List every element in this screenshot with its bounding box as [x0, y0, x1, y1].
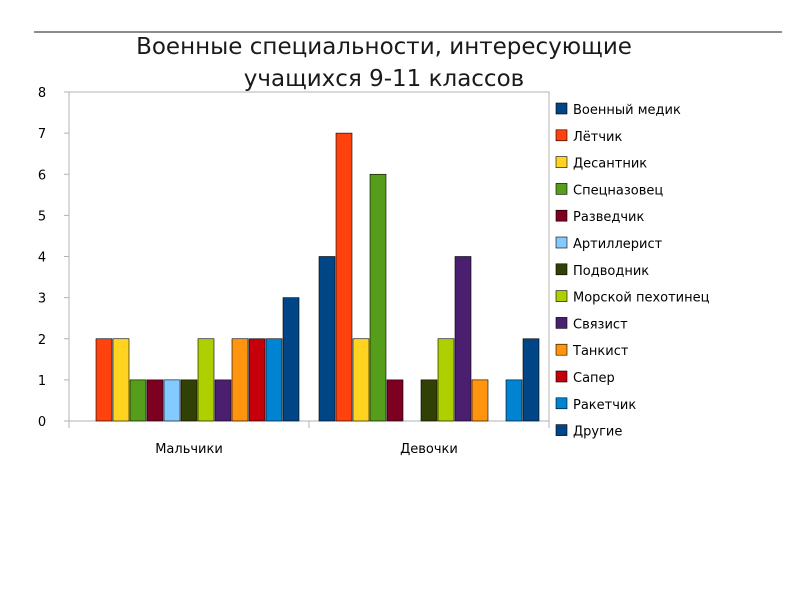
bar [163, 379, 181, 422]
bar [522, 338, 540, 422]
bar [386, 379, 404, 422]
legend-label: Военный медик [573, 103, 681, 118]
legend-label: Артиллерист [573, 237, 663, 252]
legend-swatch [555, 424, 568, 436]
bar [369, 173, 387, 422]
legend-swatch [555, 209, 568, 222]
legend-swatch [555, 317, 568, 329]
legend-swatch [555, 343, 568, 356]
bar [282, 297, 300, 422]
legend-swatch [555, 290, 568, 302]
legend-swatch [555, 102, 568, 115]
bar [437, 338, 455, 422]
legend-label: Десантник [573, 157, 647, 172]
bar [180, 379, 198, 422]
x-category-label: Девочки [400, 442, 458, 457]
y-tick-label: 7 [38, 127, 46, 142]
bar [112, 338, 130, 422]
legend-swatch [555, 263, 568, 276]
y-tick-label: 8 [38, 86, 46, 101]
bar [505, 379, 523, 422]
y-tick-label: 4 [38, 251, 46, 266]
bar [335, 132, 353, 422]
legend-label: Сапер [573, 371, 615, 386]
bar [214, 379, 232, 422]
plot-frame [68, 91, 550, 422]
legend-label: Подводник [573, 264, 649, 279]
bar [95, 338, 113, 422]
legend-label: Лётчик [573, 130, 622, 145]
legend: Военный медик Лётчик Десантник Спецназовец Р… [555, 102, 710, 440]
bar [420, 379, 438, 422]
legend-swatch [555, 370, 568, 383]
legend-swatch [555, 397, 568, 410]
legend-label: Ракетчик [573, 398, 636, 413]
legend-swatch [555, 183, 568, 195]
bar [146, 379, 164, 422]
y-tick-label: 6 [38, 168, 46, 183]
y-tick-label: 3 [38, 292, 46, 307]
y-tick-label: 1 [38, 374, 46, 389]
bar [231, 338, 249, 422]
legend-swatch [555, 236, 568, 249]
bar [197, 338, 215, 422]
bar [454, 256, 472, 422]
x-category-label: Мальчики [155, 442, 223, 457]
bar [318, 256, 336, 422]
legend-label: Танкист [572, 344, 629, 359]
chart-title-line-2: учащихся 9-11 классов [244, 66, 524, 92]
bar [352, 338, 370, 422]
legend-swatch [555, 156, 568, 168]
bar [248, 338, 266, 422]
chart-title-line-1: Военные специальности, интересующие [136, 34, 632, 60]
legend-label: Разведчик [573, 210, 644, 225]
legend-label: Другие [573, 425, 622, 440]
legend-label: Морской пехотинец [573, 291, 710, 306]
bar [265, 338, 283, 422]
bar [471, 379, 489, 422]
plot-area: 0 1 2 3 4 5 6 7 8 Мальчики Девочки [38, 86, 550, 457]
legend-label: Связист [573, 317, 628, 332]
legend-label: Спецназовец [573, 183, 663, 198]
legend-swatch [555, 129, 568, 142]
y-tick-label: 0 [38, 415, 46, 430]
y-tick-label: 2 [38, 333, 46, 348]
y-tick-label: 5 [38, 209, 46, 224]
top-divider-line [34, 31, 782, 33]
bar [129, 379, 147, 422]
